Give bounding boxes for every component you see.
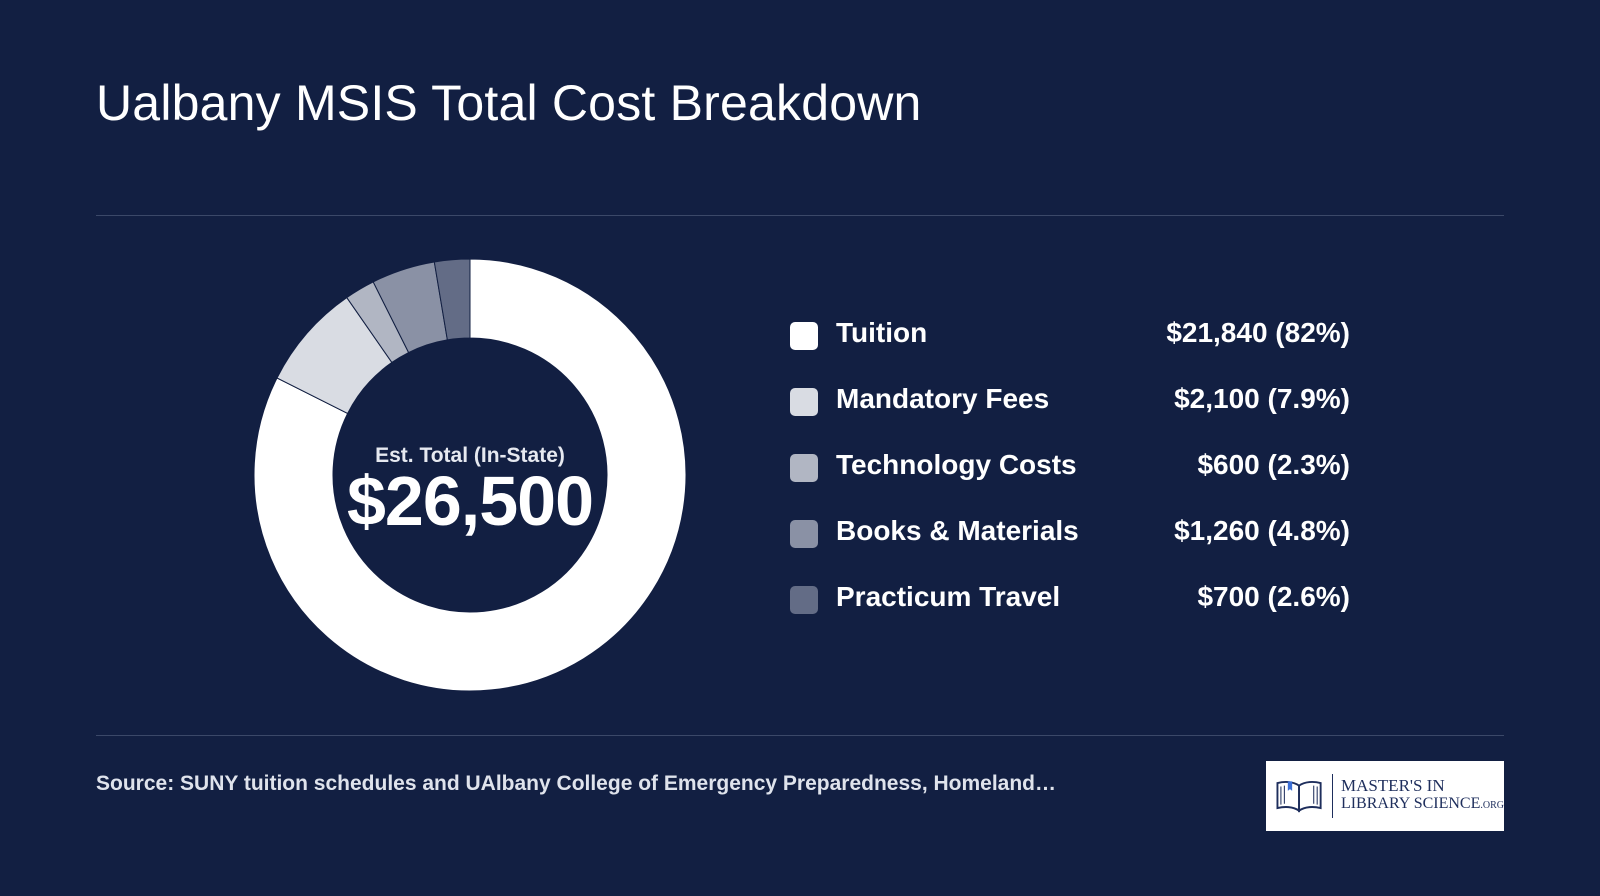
logo-line2-text: LIBRARY SCIENCE	[1340, 795, 1481, 812]
legend-swatch	[790, 454, 818, 482]
legend-item: Tuition $21,840 (82%)	[790, 311, 1350, 377]
legend-value: $1,260 (4.8%)	[1174, 515, 1350, 546]
legend-item: Technology Costs $600 (2.3%)	[790, 443, 1350, 509]
legend-label: Books & Materials	[836, 515, 1079, 546]
chart-legend: Tuition $21,840 (82%) Mandatory Fees $2,100…	[790, 311, 1350, 641]
legend-swatch	[790, 586, 818, 614]
legend-label: Practicum Travel	[836, 581, 1061, 612]
source-note: Source: SUNY tuition schedules and UAlba…	[96, 772, 1057, 795]
open-book-icon	[1276, 781, 1322, 813]
legend-item: Mandatory Fees $2,100 (7.9%)	[790, 377, 1350, 443]
legend-label: Technology Costs	[836, 449, 1077, 480]
donut-chart: Est. Total (In-State) $26,500	[250, 255, 690, 695]
logo-line2: LIBRARY SCIENCE.ORG	[1341, 795, 1504, 815]
logo-line1: MASTER'S IN	[1340, 776, 1445, 795]
top-divider	[96, 215, 1504, 216]
legend-item: Books & Materials $1,260 (4.8%)	[790, 509, 1350, 575]
legend-item: Practicum Travel $700 (2.6%)	[790, 575, 1350, 641]
donut-slice-tuition	[253, 258, 687, 692]
donut-svg	[253, 258, 687, 692]
legend-value: $700 (2.6%)	[1197, 581, 1350, 612]
logo-suffix: .ORG	[1480, 800, 1504, 811]
site-logo[interactable]: MASTER'S IN LIBRARY SCIENCE.ORG	[1266, 761, 1504, 831]
donut-slice-practicum-travel	[433, 258, 471, 341]
center-total-value: $26,500	[346, 462, 594, 540]
page-title: Ualbany MSIS Total Cost Breakdown	[96, 75, 922, 131]
legend-label: Tuition	[836, 317, 928, 348]
logo-divider	[1332, 774, 1333, 818]
logo-text: MASTER'S IN LIBRARY SCIENCE.ORG	[1341, 777, 1504, 815]
legend-label: Mandatory Fees	[836, 383, 1050, 414]
center-label: Est. Total (In-State)	[375, 444, 565, 467]
legend-swatch	[790, 322, 818, 350]
legend-value: $600 (2.3%)	[1197, 449, 1350, 480]
legend-value: $2,100 (7.9%)	[1174, 383, 1350, 414]
legend-swatch	[790, 520, 818, 548]
legend-value: $21,840 (82%)	[1166, 317, 1350, 348]
legend-swatch	[790, 388, 818, 416]
bottom-divider	[96, 735, 1504, 736]
